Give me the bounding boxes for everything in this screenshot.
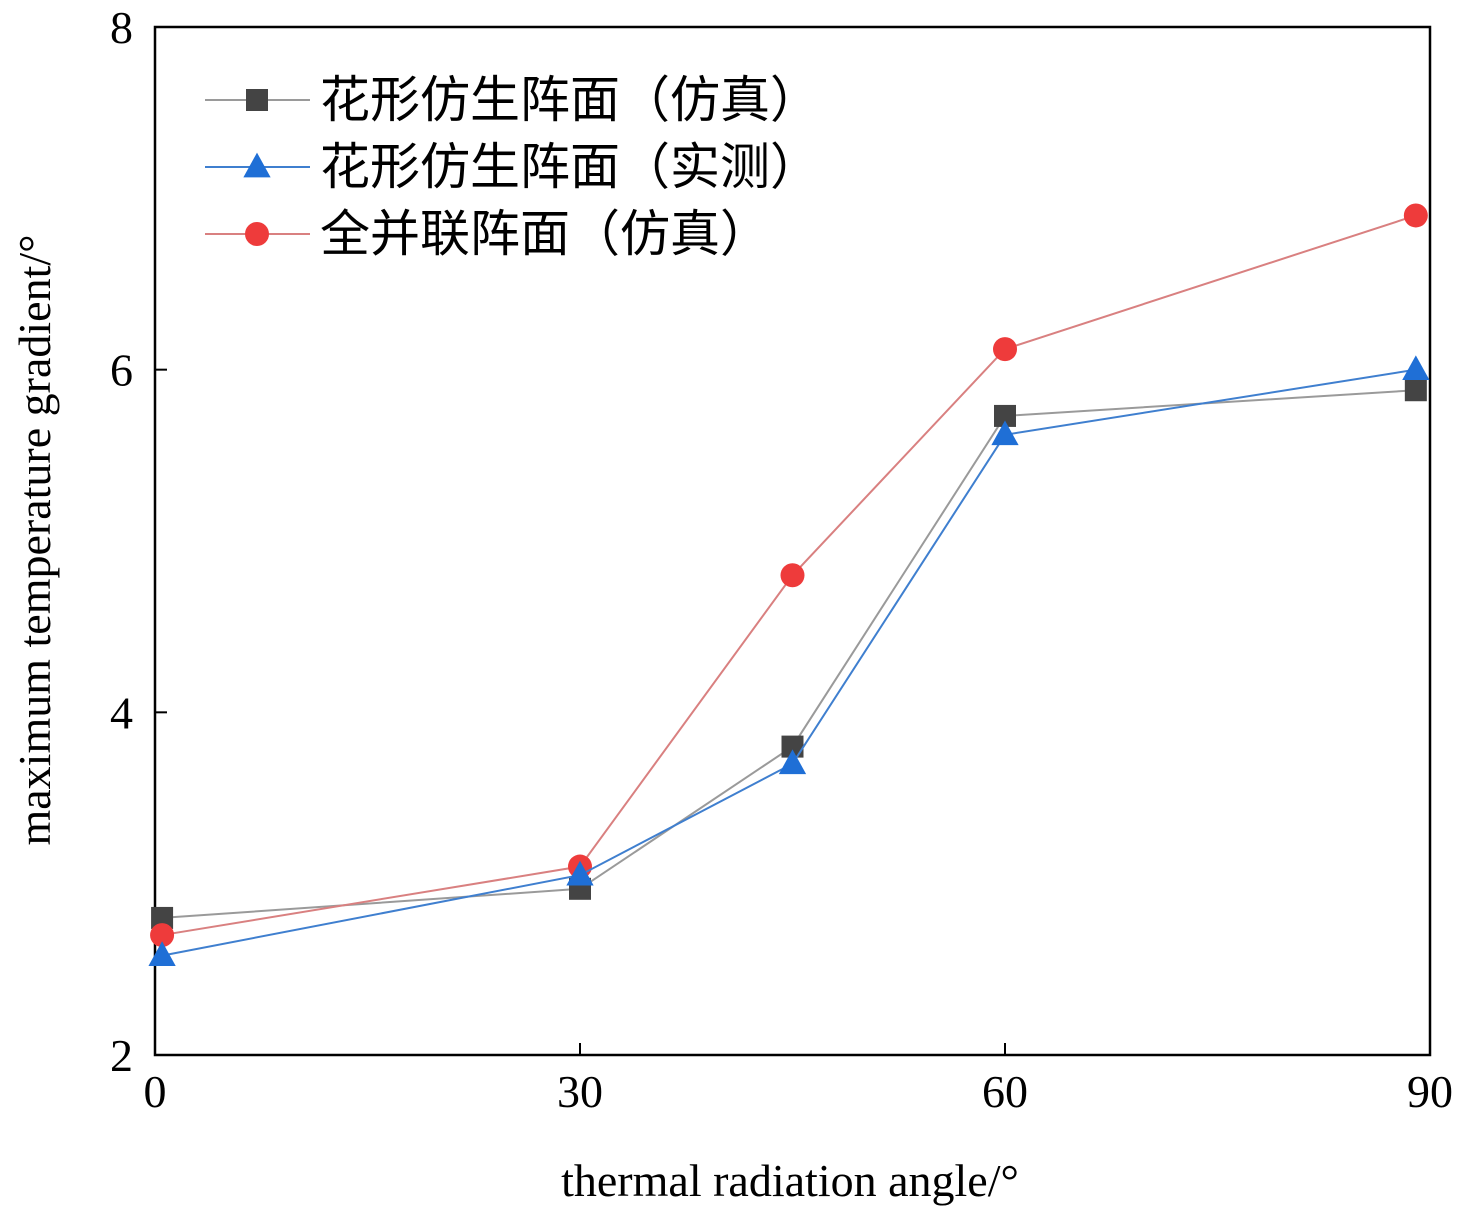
series-layer xyxy=(148,203,1430,967)
y-tick-label-2: 6 xyxy=(110,345,133,396)
x-tick-label-0: 0 xyxy=(144,1066,167,1117)
series-3-point-5 xyxy=(1403,203,1428,228)
series-2-point-1 xyxy=(148,941,176,967)
series-3-point-1 xyxy=(150,923,175,948)
series-1-point-5 xyxy=(1404,379,1427,402)
legend-entry-3: 全并联阵面（仿真） xyxy=(205,205,770,263)
ticks-layer: 0 30 60 90 2 4 6 8 xyxy=(110,2,1453,1117)
series-1-point-1 xyxy=(151,906,174,929)
series-2-point-2 xyxy=(566,860,594,886)
legend-marker-2 xyxy=(243,152,271,178)
legend-label-3: 全并联阵面（仿真） xyxy=(320,205,770,263)
series-1-point-4 xyxy=(994,404,1016,427)
legend: 花形仿生阵面（仿真） 花形仿生阵面（实测） 全并联阵面（仿真） xyxy=(205,71,820,263)
series-2-point-4 xyxy=(991,420,1019,446)
x-tick-label-1: 30 xyxy=(557,1066,603,1117)
series-1 xyxy=(151,379,1427,929)
series-3 xyxy=(150,203,1428,948)
series-2-point-5 xyxy=(1402,355,1430,381)
series-1-line xyxy=(162,389,1416,919)
plot-frame xyxy=(153,25,1432,1057)
legend-label-2: 花形仿生阵面（实测） xyxy=(320,138,820,196)
legend-entry-1: 花形仿生阵面（仿真） xyxy=(205,71,820,129)
y-tick-label-1: 4 xyxy=(110,687,133,738)
y-axis-label: maximum temperature gradient/° xyxy=(9,234,60,845)
y-tick-label-0: 2 xyxy=(110,1030,133,1081)
x-tick-label-3: 90 xyxy=(1407,1066,1453,1117)
series-3-point-4 xyxy=(993,337,1017,362)
y-tick-label-3: 8 xyxy=(110,2,133,53)
legend-entry-2: 花形仿生阵面（实测） xyxy=(205,138,820,196)
legend-marker-1 xyxy=(246,89,268,111)
series-3-point-3 xyxy=(780,563,805,588)
series-2 xyxy=(148,355,1430,967)
plot-area xyxy=(153,25,1432,1057)
x-tick-label-2: 60 xyxy=(982,1066,1028,1117)
legend-marker-3 xyxy=(245,222,269,246)
x-axis-label: thermal radiation angle/° xyxy=(561,1155,1019,1206)
series-1-point-3 xyxy=(781,735,804,758)
series-2-line xyxy=(161,368,1416,957)
series-2-point-3 xyxy=(778,749,807,775)
legend-label-1: 花形仿生阵面（仿真） xyxy=(320,71,820,129)
